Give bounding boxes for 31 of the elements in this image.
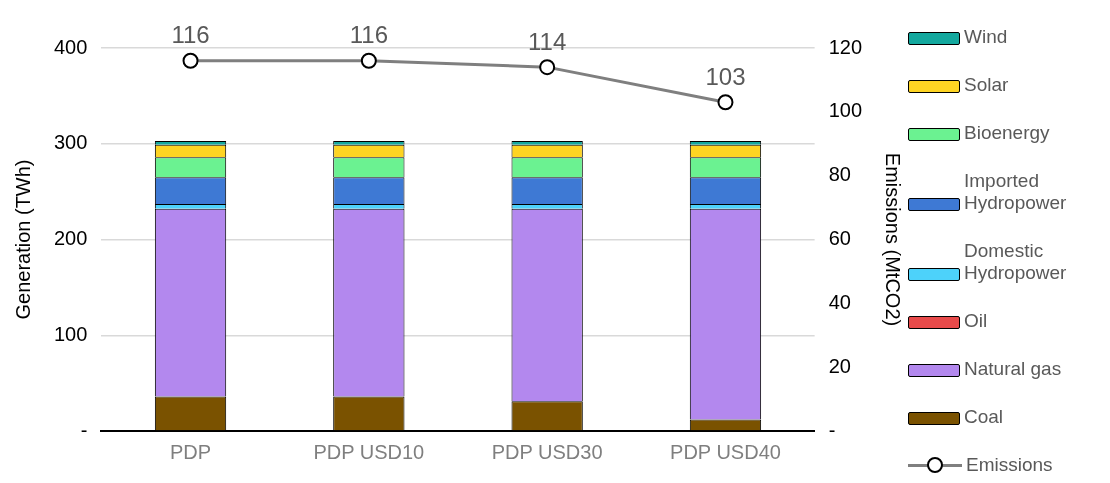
y2-tick-label: 80 bbox=[828, 163, 851, 186]
y2-tick-label: - bbox=[828, 418, 836, 441]
y-tick-label: 100 bbox=[53, 322, 88, 345]
legend-label: Solar bbox=[964, 74, 1009, 96]
y-tick-label: 400 bbox=[53, 35, 88, 58]
x-tick-label: PDP USD40 bbox=[670, 440, 781, 463]
x-tick-label: PDP USD10 bbox=[313, 440, 425, 463]
legend-label: Domestic Hydropower bbox=[964, 240, 1068, 284]
legend-label: Natural gas bbox=[964, 358, 1062, 380]
x-tick-label: PDP USD30 bbox=[491, 440, 603, 463]
data-label: 103 bbox=[705, 62, 746, 90]
legend-label: Oil bbox=[964, 310, 988, 332]
data-label: 114 bbox=[528, 27, 567, 55]
legend-label: Bioenergy bbox=[964, 122, 1050, 144]
y2-axis-title: Emissions (MtCO2) bbox=[882, 152, 905, 327]
y2-tick-label: 40 bbox=[828, 290, 851, 313]
y2-tick-label: 120 bbox=[828, 35, 863, 58]
y-tick-label: 300 bbox=[53, 131, 88, 154]
y2-tick-label: 100 bbox=[828, 99, 863, 122]
legend-label: Coal bbox=[964, 406, 1004, 428]
y2-tick-label: 20 bbox=[828, 354, 851, 377]
legend-label: Imported Hydropower bbox=[964, 170, 1068, 214]
y-tick-label: - bbox=[80, 418, 88, 441]
legend-label: Wind bbox=[964, 26, 1008, 48]
y-axis-title: Generation (TWh) bbox=[11, 159, 34, 320]
x-tick-label: PDP bbox=[169, 440, 212, 463]
legend-label: Emissions bbox=[966, 454, 1053, 476]
y2-tick-label: 60 bbox=[828, 227, 851, 250]
data-label: 116 bbox=[349, 21, 388, 49]
data-label: 116 bbox=[171, 21, 210, 49]
y-tick-label: 200 bbox=[53, 227, 88, 250]
